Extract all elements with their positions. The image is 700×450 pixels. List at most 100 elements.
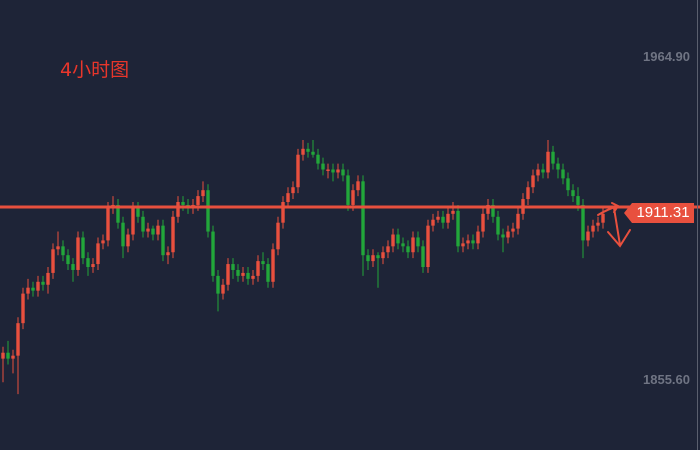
candle: [466, 234, 470, 250]
candle-body: [491, 204, 495, 217]
candle-body: [531, 175, 535, 188]
candle-body: [376, 255, 380, 259]
candle: [96, 237, 100, 270]
candle: [46, 267, 50, 294]
candle-body: [581, 204, 585, 241]
candle-body: [101, 240, 105, 244]
candle-body: [156, 225, 160, 235]
candle: [546, 139, 550, 179]
candle-body: [81, 237, 85, 259]
candle-body: [471, 240, 475, 244]
candle-body: [506, 231, 510, 238]
candle: [326, 163, 330, 179]
candle: [286, 187, 290, 208]
candle-body: [526, 187, 530, 200]
candle: [141, 210, 145, 238]
candle-body: [41, 281, 45, 285]
candle: [401, 237, 405, 253]
candle: [91, 258, 95, 273]
candle: [241, 267, 245, 282]
candle: [441, 210, 445, 229]
candle: [591, 219, 595, 238]
candle: [366, 249, 370, 270]
candle: [271, 243, 275, 288]
candle: [341, 163, 345, 182]
candle-body: [361, 181, 365, 256]
candle: [426, 219, 430, 273]
candle-body: [106, 207, 110, 241]
candle: [581, 199, 585, 259]
candle: [376, 252, 380, 288]
candle: [486, 199, 490, 220]
candle: [526, 181, 530, 205]
candle-body: [66, 255, 70, 265]
candle-body: [341, 169, 345, 176]
candle: [231, 258, 235, 279]
candle: [151, 225, 155, 241]
candle-body: [501, 234, 505, 238]
candle-body: [356, 181, 360, 191]
chart-title: 4小时图: [60, 59, 130, 81]
candle-body: [556, 163, 560, 170]
candle: [201, 181, 205, 203]
candle: [171, 210, 175, 259]
candle-body: [21, 293, 25, 324]
candle-body: [291, 187, 295, 194]
candle: [356, 175, 360, 197]
candle: [361, 175, 365, 276]
candle: [561, 163, 565, 185]
candle-body: [76, 237, 80, 270]
candle: [531, 169, 535, 194]
candle-body: [416, 237, 420, 247]
candle-body: [6, 352, 10, 359]
candle: [371, 249, 375, 268]
candle-body: [131, 207, 135, 235]
candle-body: [51, 249, 55, 273]
candle-body: [371, 255, 375, 262]
candle: [21, 287, 25, 330]
candle: [456, 204, 460, 253]
candle-body: [241, 272, 245, 276]
candle-body: [161, 225, 165, 256]
candle-body: [91, 264, 95, 268]
candle-body: [151, 228, 155, 235]
candle-body: [206, 190, 210, 232]
candle: [491, 199, 495, 223]
candle-body: [176, 202, 180, 217]
candle: [176, 196, 180, 223]
candle: [276, 216, 280, 256]
candle: [161, 219, 165, 262]
candle-body: [481, 213, 485, 232]
y-tick-label-top: 1964.90: [643, 49, 690, 64]
candle-body: [456, 210, 460, 247]
candle: [86, 252, 90, 276]
candle: [516, 207, 520, 235]
candle-body: [586, 231, 590, 241]
candle-body: [461, 243, 465, 247]
candle: [391, 228, 395, 253]
candle-body: [181, 202, 185, 205]
candle-body: [246, 272, 250, 279]
candle-body: [261, 261, 265, 265]
candle-body: [286, 193, 290, 203]
candle-body: [396, 234, 400, 244]
candle-body: [26, 287, 30, 294]
candle: [11, 349, 15, 374]
candle: [246, 267, 250, 285]
candle-body: [301, 148, 305, 155]
candle-body: [71, 264, 75, 270]
candle: [101, 234, 105, 250]
candle-body: [171, 216, 175, 253]
candle-body: [591, 225, 595, 232]
candle: [541, 163, 545, 179]
candle: [446, 207, 450, 229]
price-axis-border: [697, 0, 698, 450]
candle-body: [421, 246, 425, 268]
candle-body: [431, 219, 435, 226]
candle-body: [166, 252, 170, 256]
candle-body: [271, 249, 275, 282]
candle: [421, 240, 425, 273]
candle-body: [141, 216, 145, 232]
candle: [156, 219, 160, 241]
